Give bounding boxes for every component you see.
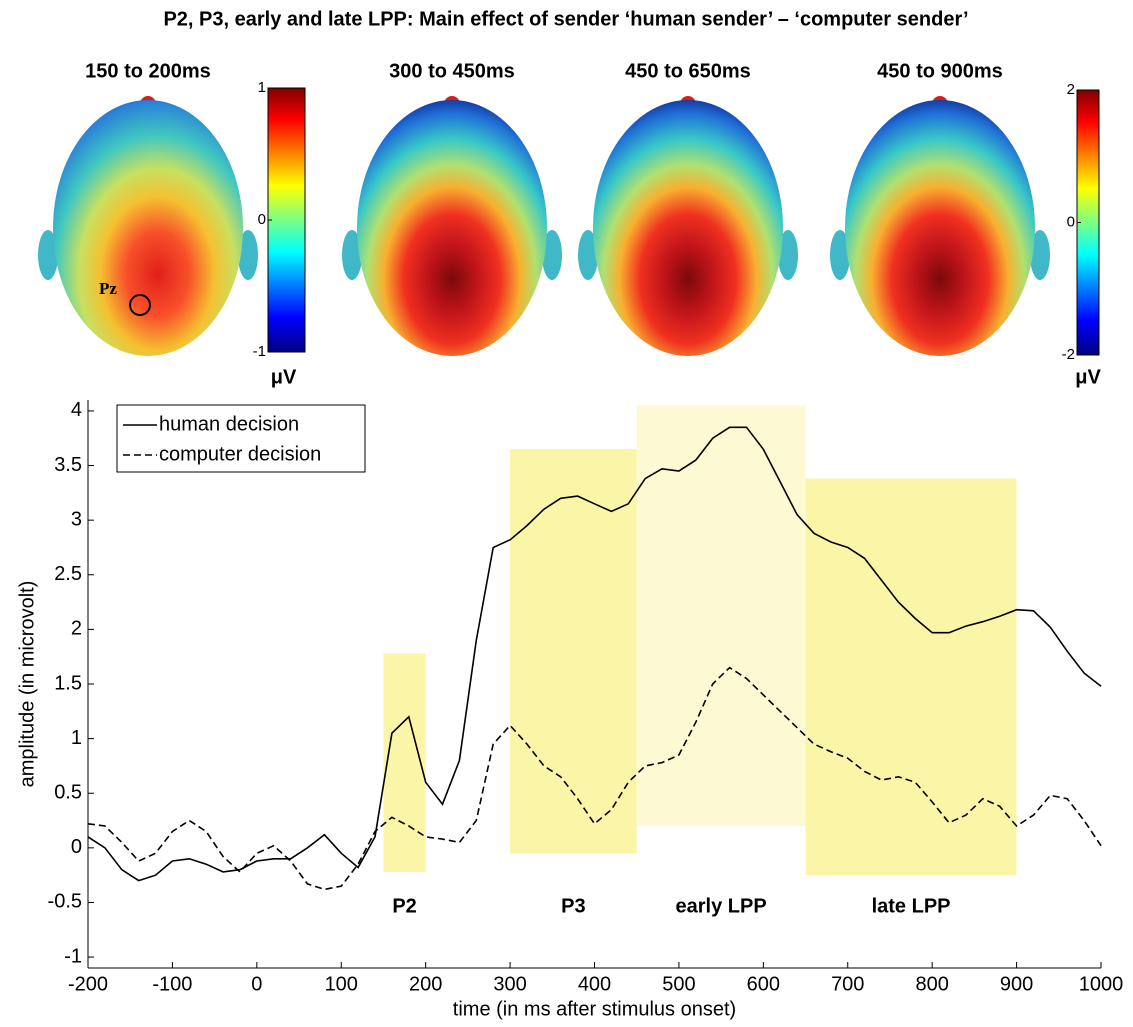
x-tick-label: 700 [831, 973, 864, 995]
x-tick-label: 400 [578, 973, 611, 995]
x-tick-label: 800 [915, 973, 948, 995]
y-tick-label: 0.5 [54, 782, 82, 804]
x-tick-label: -100 [152, 973, 192, 995]
colorbar [267, 87, 306, 353]
colorbar-unit: μV [1075, 366, 1101, 388]
window-label: late LPP [872, 895, 951, 917]
topomap-label: 150 to 200ms [85, 60, 211, 82]
x-tick-label: 500 [662, 973, 695, 995]
y-tick-label: -0.5 [48, 891, 82, 913]
x-tick-label: 600 [747, 973, 780, 995]
data-line [87, 426, 1102, 882]
x-tick-label: 300 [493, 973, 526, 995]
head: Pz [38, 96, 258, 356]
window-label: early LPP [676, 895, 767, 917]
window-label: P3 [561, 895, 585, 917]
y-tick-label: 1.5 [54, 672, 82, 694]
colorbar-tick-label: -2 [1062, 346, 1075, 363]
electrode-label: Pz [99, 279, 117, 298]
x-tick-label: 1000 [1079, 973, 1124, 995]
colorbar-tick-label: 2 [1067, 81, 1075, 98]
analysis-window [510, 449, 637, 854]
legend-label: computer decision [159, 443, 321, 465]
x-tick-label: 900 [1000, 973, 1033, 995]
x-tick-label: 200 [409, 973, 442, 995]
colorbar-tick-label: 0 [1067, 213, 1075, 230]
topomap-label: 450 to 650ms [625, 60, 751, 82]
colorbar-tick-label: 1 [258, 79, 266, 96]
x-axis-label: time (in ms after stimulus onset) [453, 998, 736, 1020]
x-tick-label: 100 [325, 973, 358, 995]
y-tick-label: 2.5 [54, 563, 82, 585]
topomap-label: 450 to 900ms [877, 60, 1003, 82]
y-tick-label: 3.5 [54, 454, 82, 476]
colorbar-tick-label: -1 [253, 343, 266, 360]
figure-title: P2, P3, early and late LPP: Main effect … [163, 8, 968, 30]
y-tick-label: 4 [71, 399, 82, 421]
topomap-label: 300 to 450ms [389, 60, 515, 82]
x-tick-label: -200 [68, 973, 108, 995]
window-label: P2 [392, 895, 416, 917]
legend-box [116, 404, 366, 473]
y-tick-label: 0 [71, 836, 82, 858]
head [830, 96, 1050, 356]
y-tick-label: 2 [71, 618, 82, 640]
y-tick-label: 1 [71, 727, 82, 749]
analysis-window [383, 653, 426, 872]
data-line [87, 666, 1102, 891]
head [578, 96, 798, 356]
x-tick-label: 0 [251, 973, 262, 995]
colorbar-unit: μV [271, 366, 297, 388]
analysis-window [805, 478, 1017, 876]
y-axis-label: amplitude (in microvolt) [16, 581, 38, 788]
y-tick-label: 3 [71, 508, 82, 530]
topomaps: Pz [38, 96, 1050, 356]
colorbar-tick-label: 0 [258, 211, 266, 228]
y-tick-label: -1 [64, 945, 82, 967]
head [342, 96, 562, 356]
legend-label: human decision [159, 413, 299, 435]
